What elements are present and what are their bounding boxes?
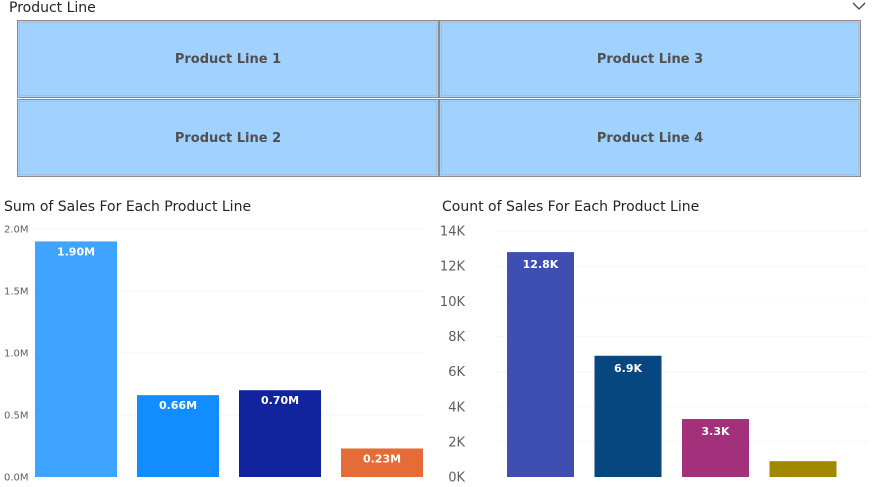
- data-label: 0.66M: [159, 399, 197, 412]
- tile-product-line-1[interactable]: Product Line 1: [17, 20, 439, 98]
- y-tick-label: 1.5M: [4, 287, 29, 298]
- tile-label: Product Line 1: [174, 51, 282, 67]
- sum-of-sales-plot: 0.0M 0.5M 1.0M 1.5M 2.0M 1.90M 0.66M 0.70M 0.23M: [4, 225, 426, 484]
- bar[interactable]: [769, 461, 837, 477]
- y-tick-label: 14K: [440, 225, 466, 240]
- bar[interactable]: [341, 448, 423, 477]
- y-tick-label: 12K: [440, 260, 466, 275]
- data-label: 12.8K: [523, 258, 559, 271]
- y-tick-label: 10K: [440, 295, 466, 310]
- bar[interactable]: [682, 419, 749, 477]
- y-tick-label: 2.0M: [4, 225, 29, 236]
- bar[interactable]: [35, 241, 117, 477]
- y-tick-label: 6K: [448, 365, 465, 380]
- data-label: 3.3K: [701, 425, 729, 438]
- bar[interactable]: [239, 390, 321, 477]
- count-of-sales-plot: 0K 2K 4K 6K 8K 10K 12K 14K 12.8K 6.9K 3.3K: [440, 225, 869, 486]
- tile-label: Product Line 3: [596, 51, 704, 67]
- bar[interactable]: [507, 252, 574, 477]
- y-tick-label: 2K: [448, 435, 465, 450]
- count-of-sales-chart: Count of Sales For Each Product Line 0K 2…: [437, 196, 873, 487]
- chart-title: Count of Sales For Each Product Line: [442, 199, 700, 215]
- chart-title: Sum of Sales For Each Product Line: [4, 199, 252, 215]
- slicer-title: Product Line: [9, 0, 96, 16]
- y-tick-label: 0.0M: [4, 473, 29, 484]
- bar[interactable]: [137, 395, 219, 477]
- tile-label: Product Line 4: [596, 130, 704, 146]
- y-tick-label: 8K: [448, 330, 465, 345]
- data-label: 0.70M: [261, 394, 299, 407]
- slicer-header: Product Line: [0, 0, 873, 18]
- product-line-slicer: Product Line 1 Product Line 3 Product Li…: [17, 20, 861, 177]
- bar[interactable]: [594, 355, 662, 477]
- y-tick-label: 0.5M: [4, 411, 29, 422]
- y-tick-label: 4K: [448, 400, 465, 415]
- data-label: 6.9K: [614, 362, 642, 375]
- y-tick-label: 0K: [448, 471, 465, 486]
- tile-product-line-2[interactable]: Product Line 2: [17, 99, 439, 177]
- chevron-down-icon[interactable]: [850, 0, 868, 12]
- tile-label: Product Line 2: [174, 130, 282, 146]
- y-tick-label: 1.0M: [4, 349, 29, 360]
- data-label: 1.90M: [57, 245, 95, 258]
- tile-product-line-3[interactable]: Product Line 3: [439, 20, 861, 98]
- tile-product-line-4[interactable]: Product Line 4: [439, 99, 861, 177]
- sum-of-sales-chart: Sum of Sales For Each Product Line 0.0M 0…: [0, 196, 436, 487]
- data-label: 0.23M: [363, 452, 401, 465]
